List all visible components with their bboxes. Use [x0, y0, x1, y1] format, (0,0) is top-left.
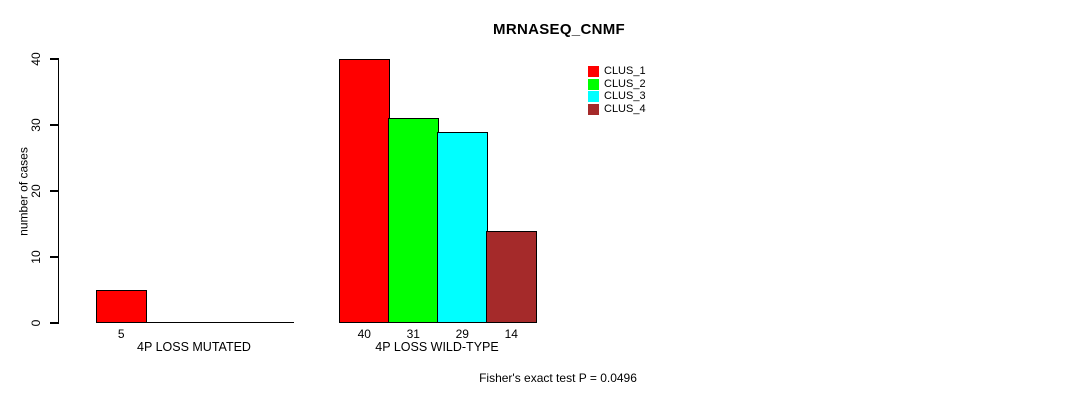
bar-value-label: 5: [117, 326, 125, 341]
category-label: 4P LOSS WILD-TYPE: [375, 340, 499, 354]
bar-value-label: 40: [357, 326, 371, 341]
bar-clus_2-group2: [388, 118, 439, 323]
y-tick-label: 10: [29, 250, 43, 264]
annotation-fisher-test: Fisher's exact test P = 0.0496: [479, 371, 637, 385]
legend-label: CLUS_2: [604, 77, 646, 90]
y-tick: [49, 190, 58, 192]
bar-value-label: 31: [406, 326, 420, 341]
y-tick: [49, 124, 58, 126]
y-axis-line: [57, 58, 59, 324]
legend-swatch-icon: [588, 103, 599, 115]
y-tick-label: 20: [29, 184, 43, 198]
legend-label: CLUS_1: [604, 65, 646, 78]
bar-clus_1-group2: [339, 59, 390, 323]
group-baseline: [96, 321, 294, 323]
legend-item: CLUS_1: [588, 66, 646, 79]
y-tick: [49, 256, 58, 258]
legend-swatch-icon: [588, 91, 599, 103]
chart-title: MRNASEQ_CNMF: [493, 21, 625, 38]
category-label: 4P LOSS MUTATED: [137, 340, 251, 354]
legend-swatch-icon: [588, 78, 599, 90]
y-tick-label: 0: [29, 319, 43, 327]
bar-clus_3-group2: [437, 131, 488, 323]
bar-clus_4-group2: [486, 230, 537, 323]
y-tick-label: 40: [29, 52, 43, 66]
legend-label: CLUS_3: [604, 90, 646, 103]
y-tick-label: 30: [29, 118, 43, 132]
bar-value-label: 14: [504, 326, 518, 341]
y-tick: [49, 58, 58, 60]
legend-item: CLUS_3: [588, 91, 646, 104]
legend-item: CLUS_4: [588, 103, 646, 116]
legend-item: CLUS_2: [588, 78, 646, 91]
bar-clus_1-group1: [96, 290, 147, 323]
legend: CLUS_1 CLUS_2 CLUS_3 CLUS_4: [588, 66, 646, 116]
y-tick: [49, 322, 58, 324]
legend-swatch-icon: [588, 66, 599, 78]
bar-value-label: 29: [455, 326, 469, 341]
legend-label: CLUS_4: [604, 102, 646, 115]
